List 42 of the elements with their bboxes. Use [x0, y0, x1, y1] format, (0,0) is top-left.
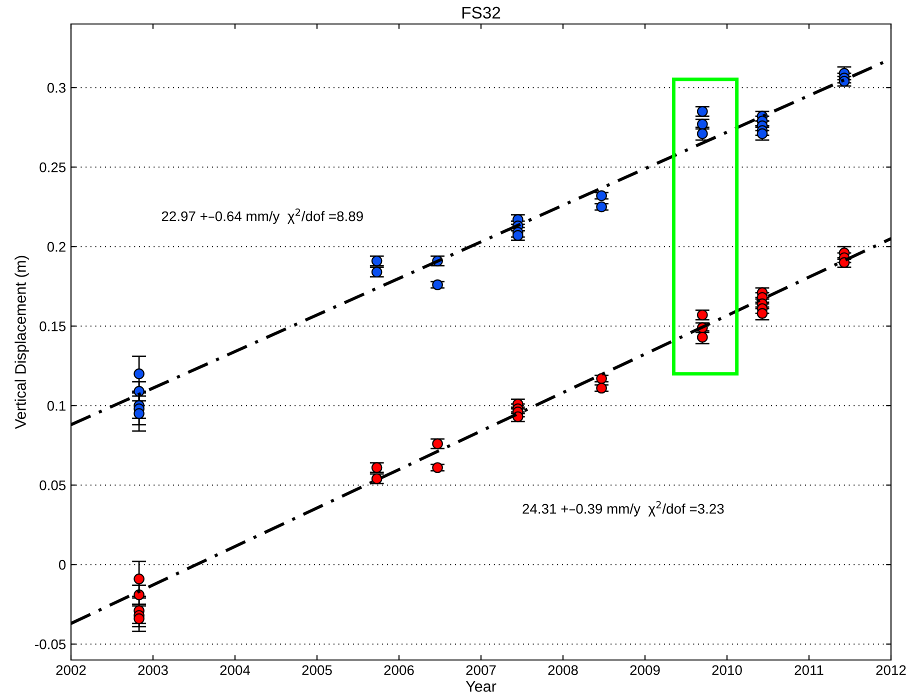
point — [756, 128, 768, 140]
x-tick-label: 2003 — [138, 665, 168, 676]
x-tick-label: 2012 — [876, 665, 906, 676]
y-tick-label: 0.1 — [47, 400, 66, 411]
point — [596, 382, 607, 394]
point — [696, 310, 708, 320]
x-tick-label: 2009 — [630, 665, 660, 676]
x-tick-label: 2008 — [548, 665, 578, 676]
y-axis-title: Vertical Displacement (m) — [14, 256, 29, 429]
y-tick-label: 0.2 — [47, 242, 66, 252]
point — [596, 201, 607, 212]
point — [596, 373, 607, 384]
x-tick-label: 2007 — [466, 665, 496, 676]
y-tick-label: 0.3 — [47, 82, 66, 93]
point — [696, 332, 708, 343]
x-tick-label: 2002 — [56, 665, 86, 676]
point — [696, 128, 708, 140]
x-tick-label: 2006 — [384, 665, 414, 676]
y-tick-label: 0.25 — [40, 162, 66, 172]
annotation: 22.97 +–0.64 mm/y χ$^{2}$/dof =8.89 — [162, 208, 363, 224]
point — [696, 106, 708, 117]
x-tick-label: 2010 — [712, 665, 742, 676]
point — [134, 573, 144, 584]
annotation: 24.31 +–0.39 mm/y χ$^{2}$/dof =3.23 — [522, 501, 724, 516]
point — [134, 408, 144, 419]
y-tick-label: 0.15 — [40, 321, 66, 332]
point — [134, 368, 144, 380]
y-tick-label: -0.05 — [35, 639, 66, 650]
point — [596, 190, 607, 202]
x-tick-label: 2011 — [794, 665, 824, 676]
x-tick-label: 2004 — [220, 665, 250, 676]
point — [432, 462, 443, 474]
point — [432, 438, 443, 450]
point — [432, 279, 443, 290]
point — [512, 230, 524, 241]
y-tick-label: 0 — [58, 560, 66, 570]
chart-title: FS32 — [462, 6, 500, 19]
x-tick-label: 2005 — [302, 665, 332, 676]
x-axis-title: Year — [466, 681, 496, 692]
y-tick-label: 0.05 — [40, 480, 66, 490]
point — [134, 613, 144, 624]
point — [696, 118, 708, 130]
